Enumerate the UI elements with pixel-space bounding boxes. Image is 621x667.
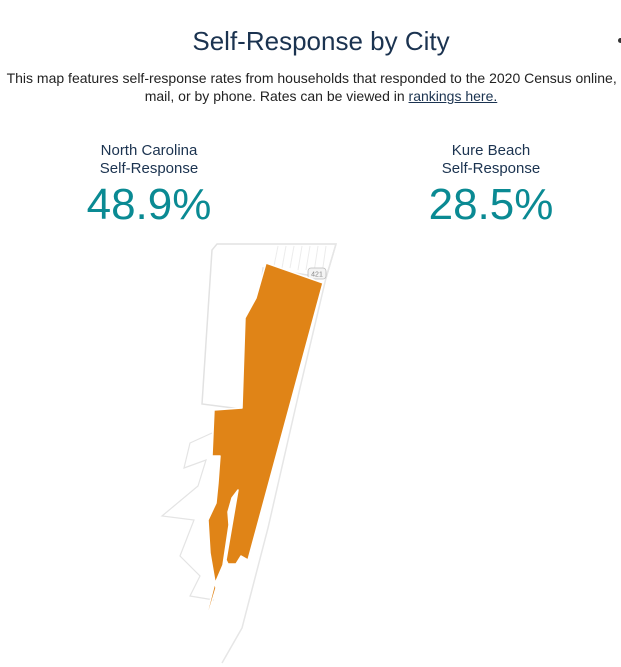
- menu-dot-icon[interactable]: [618, 38, 621, 43]
- rankings-link[interactable]: rankings here.: [408, 88, 498, 104]
- page-title: Self-Response by City: [192, 26, 450, 56]
- route-shield-label: 421: [311, 272, 323, 279]
- city-self-response-value: 28.5%: [428, 180, 554, 229]
- kure-beach-boundary[interactable]: [197, 262, 324, 649]
- city-self-response-stat: Kure Beach Self-Response 28.5%: [371, 142, 611, 230]
- state-self-response-value: 48.9%: [86, 180, 212, 229]
- state-metric-label: Self-Response: [99, 160, 199, 177]
- description-text: This map features self-response rates fr…: [6, 70, 621, 104]
- map-description: This map features self-response rates fr…: [0, 69, 621, 105]
- city-boundary-map[interactable]: 421: [150, 238, 350, 667]
- route-shield-icon: 421: [307, 267, 327, 280]
- sound-side-outline: [160, 432, 215, 601]
- state-self-response-stat: North Carolina Self-Response 48.9%: [29, 142, 269, 230]
- coastline-outline: [221, 243, 337, 664]
- street-grid: [273, 245, 327, 275]
- city-name-label: Kure Beach: [451, 142, 531, 159]
- state-name-label: North Carolina: [100, 142, 198, 159]
- city-metric-label: Self-Response: [441, 160, 541, 177]
